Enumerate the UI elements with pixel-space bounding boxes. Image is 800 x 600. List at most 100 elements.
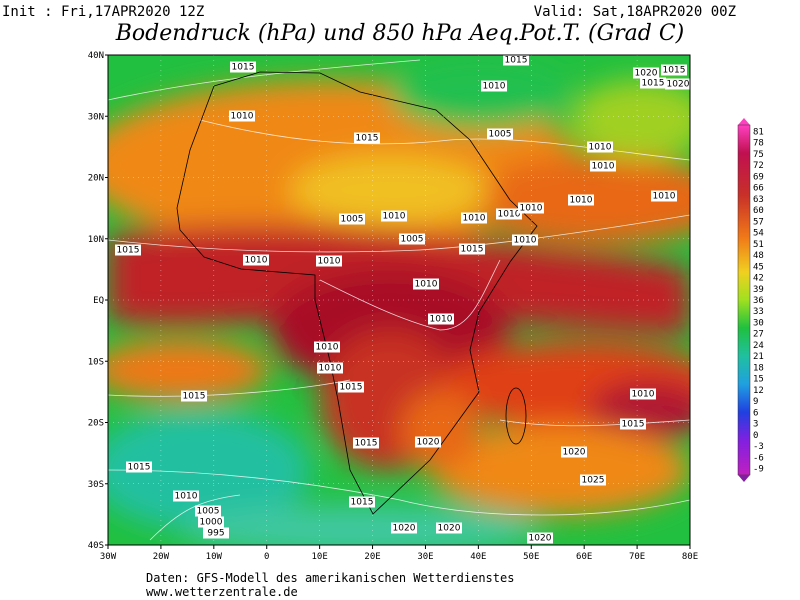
- colorbar-label: 60: [753, 206, 764, 216]
- isobar-label-box: [461, 212, 487, 224]
- isobar-label-box: [587, 141, 613, 153]
- isobar-label: 1020: [667, 80, 690, 90]
- lat-label: 20N: [88, 174, 104, 184]
- isobar-label: 1015: [622, 420, 645, 430]
- lon-label: 80E: [682, 552, 698, 562]
- isobar-label: 1005: [489, 130, 512, 140]
- isobar-label-box: [633, 67, 659, 79]
- isobar-label: 1010: [415, 280, 438, 290]
- lat-label: 40N: [88, 51, 104, 61]
- isobar-label: 1010: [632, 390, 655, 400]
- colorbar-label: 75: [753, 150, 764, 160]
- lon-label: 60E: [576, 552, 592, 562]
- isobar-label: 1010: [483, 82, 506, 92]
- isobar-label-box: [665, 78, 690, 90]
- valid-time: Valid: Sat,18APR2020 00Z: [534, 4, 736, 20]
- lon-label: 10W: [206, 552, 223, 562]
- isobar-label: 1015: [117, 246, 140, 256]
- isobar-label-box: [436, 522, 462, 534]
- colorbar-label: 42: [753, 274, 764, 284]
- colorbar-label: 66: [753, 184, 764, 194]
- isobar-label-box: [338, 381, 364, 393]
- isobar-label-box: [512, 234, 538, 246]
- init-time: Init : Fri,17APR2020 12Z: [2, 4, 204, 20]
- isobar-label-box: [229, 110, 255, 122]
- isobar-label-box: [415, 436, 441, 448]
- isobar-label-box: [339, 213, 365, 225]
- isobar-label-box: [590, 160, 616, 172]
- isobar-label: 1010: [498, 210, 521, 220]
- colorbar-label: 69: [753, 172, 764, 182]
- isobar-label-box: [527, 532, 553, 544]
- map-title: Bodendruck (hPa) und 850 hPa Aeq.Pot.T. …: [115, 21, 685, 46]
- colorbar-label: 51: [753, 240, 764, 250]
- isobar-label: 1010: [570, 196, 593, 206]
- colorbar-label: 12: [753, 386, 764, 396]
- isobar-label: 1015: [505, 56, 528, 66]
- website: www.wetterzentrale.de: [146, 585, 298, 599]
- isobar-label-box: [580, 474, 606, 486]
- lon-label: 30W: [100, 552, 117, 562]
- isobar-label-box: [353, 437, 379, 449]
- isobar-label: 1005: [197, 507, 220, 517]
- isobar-label-box: [496, 208, 522, 220]
- lon-label: 30E: [417, 552, 433, 562]
- isobar-label: 1005: [401, 235, 424, 245]
- isobar-label-box: [640, 77, 666, 89]
- lon-label: 10E: [312, 552, 328, 562]
- isobar-label: 1010: [520, 204, 543, 214]
- isobar-label-box: [413, 278, 439, 290]
- isobar-label-box: [561, 446, 587, 458]
- isobar-label-box: [518, 202, 544, 214]
- colorbar-label: 36: [753, 296, 764, 306]
- isobar-label-box: [481, 80, 507, 92]
- lon-label: 70E: [629, 552, 645, 562]
- lat-label: 40S: [88, 541, 104, 551]
- lon-label: 50E: [523, 552, 539, 562]
- isobar-label-box: [198, 516, 224, 528]
- isobar-label: 1010: [463, 214, 486, 224]
- data-source: Daten: GFS-Modell des amerikanischen Wet…: [146, 571, 514, 585]
- colorbar-label: 81: [753, 128, 764, 138]
- isobar-label-box: [181, 390, 207, 402]
- colorbar-label: 6: [753, 408, 758, 418]
- isobar-label: 1010: [319, 364, 342, 374]
- isobar-label: 1010: [231, 112, 254, 122]
- isobar-label-box: [381, 210, 407, 222]
- colorbar-label: 45: [753, 262, 764, 272]
- isobar-label: 1010: [430, 315, 453, 325]
- isobar-label-box: [630, 388, 656, 400]
- isobar-label: 1015: [461, 245, 484, 255]
- isobar-label-box: [503, 55, 529, 66]
- isobar-label: 1010: [245, 256, 268, 266]
- isobar-label: 1020: [417, 438, 440, 448]
- colorbar-label: 72: [753, 161, 764, 171]
- colorbar-label: 0: [753, 431, 758, 441]
- colorbar-label: 39: [753, 285, 764, 295]
- isobar-label-box: [314, 341, 340, 353]
- isobar-label: 1015: [355, 439, 378, 449]
- isobar-label-box: [203, 527, 229, 539]
- colorbar-label: 3: [753, 420, 758, 430]
- isobar-label: 1010: [514, 236, 537, 246]
- isobar-label-box: [349, 496, 375, 508]
- isobar-label: 1020: [438, 524, 461, 534]
- lon-label: 40E: [470, 552, 486, 562]
- colorbar-label: 15: [753, 375, 764, 385]
- isobar-label: 1020: [393, 524, 416, 534]
- isobar-label: 995: [207, 529, 224, 539]
- isobar-label-box: [115, 244, 141, 256]
- colorbar-label: 24: [753, 341, 764, 351]
- lon-label: 20W: [153, 552, 170, 562]
- colorbar-label: 18: [753, 363, 764, 373]
- isobar-label-box: [243, 254, 269, 266]
- lat-label: 30N: [88, 112, 104, 122]
- isobar-label: 1010: [318, 257, 341, 267]
- isobar-label-box: [620, 418, 646, 430]
- colorbar-label: 63: [753, 195, 764, 205]
- isobar-label: 1015: [642, 79, 665, 89]
- isobar-label: 1010: [592, 162, 615, 172]
- isobar-label-box: [317, 362, 343, 374]
